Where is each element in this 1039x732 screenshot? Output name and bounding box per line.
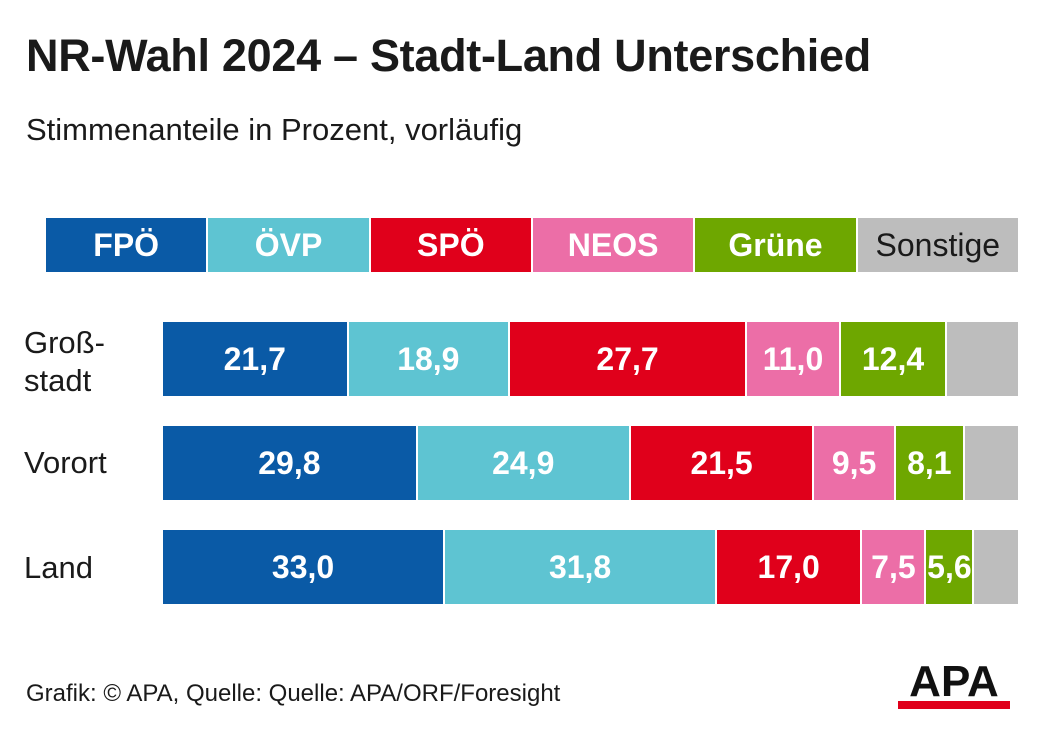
bar-segment-spoe: 21,5	[630, 426, 815, 500]
bar-segment-spoe: 27,7	[510, 322, 747, 396]
data-label: 5,6	[927, 548, 972, 585]
data-label: 11,0	[762, 340, 824, 377]
data-label: 12,4	[861, 340, 925, 377]
legend-item-neos: NEOS	[532, 218, 696, 272]
bar-segment-sonstige	[974, 530, 1018, 604]
legend-item-spoe: SPÖ	[370, 218, 533, 272]
source-footer: Grafik: © APA, Quelle: Quelle: APA/ORF/F…	[26, 680, 561, 707]
bar-segment-gruene: 8,1	[895, 426, 965, 500]
apa-logo-underline	[898, 701, 1010, 709]
data-label: 31,8	[548, 548, 612, 585]
row-label-vorort: Vorort	[24, 445, 107, 480]
data-label: 7,5	[871, 548, 916, 585]
row-label-gross-stadt: Groß- stadt	[24, 325, 105, 398]
bar-segment-neos: 7,5	[862, 530, 927, 604]
chart-subtitle: Stimmenanteile in Prozent, vorläufig	[26, 112, 523, 147]
bar-segment-oevp: 31,8	[445, 530, 718, 604]
legend: FPÖ ÖVP SPÖ NEOS Grüne Sonstige	[46, 218, 1018, 272]
legend-item-gruene: Grüne	[695, 218, 858, 272]
data-label: 21,5	[690, 444, 753, 481]
data-label: 18,9	[397, 340, 460, 377]
data-label: 21,7	[223, 340, 286, 377]
data-label: 27,7	[596, 340, 659, 377]
data-label: 17,0	[757, 548, 820, 585]
data-label: 33,0	[271, 548, 335, 585]
data-label: 29,8	[258, 444, 321, 481]
bar-row-vorort: 29,8 24,9 21,5 9,5 8,1	[163, 426, 1018, 500]
bar-segment-fpoe: 29,8	[163, 426, 418, 500]
bar-row-land: 33,0 31,8 17,0 7,5 5,6	[163, 530, 1018, 604]
legend-item-fpoe: FPÖ	[46, 218, 209, 272]
apa-logo-text: APA	[909, 658, 999, 706]
apa-logo: APA	[898, 658, 1010, 709]
bar-segment-sonstige	[964, 426, 1018, 500]
data-label: 9,5	[831, 444, 877, 481]
bar-segment-oevp: 18,9	[348, 322, 511, 396]
bar-segment-spoe: 17,0	[717, 530, 863, 604]
bar-segment-fpoe: 21,7	[163, 322, 349, 396]
bar-segment-sonstige	[947, 322, 1018, 396]
legend-item-oevp: ÖVP	[208, 218, 371, 272]
bar-segment-neos: 11,0	[746, 322, 841, 396]
data-label: 8,1	[907, 444, 952, 481]
bar-segment-gruene: 12,4	[841, 322, 948, 396]
bar-segment-oevp: 24,9	[417, 426, 631, 500]
legend-item-sonstige: Sonstige	[857, 218, 1018, 272]
row-label-land: Land	[24, 550, 93, 585]
chart-title: NR-Wahl 2024 – Stadt-Land Unterschied	[26, 30, 871, 81]
bar-segment-gruene: 5,6	[926, 530, 975, 604]
bar-row-gross-stadt: 21,7 18,9 27,7 11,0 12,4	[163, 322, 1018, 396]
bar-segment-neos: 9,5	[814, 426, 896, 500]
data-label: 24,9	[492, 444, 555, 481]
bar-segment-fpoe: 33,0	[163, 530, 446, 604]
